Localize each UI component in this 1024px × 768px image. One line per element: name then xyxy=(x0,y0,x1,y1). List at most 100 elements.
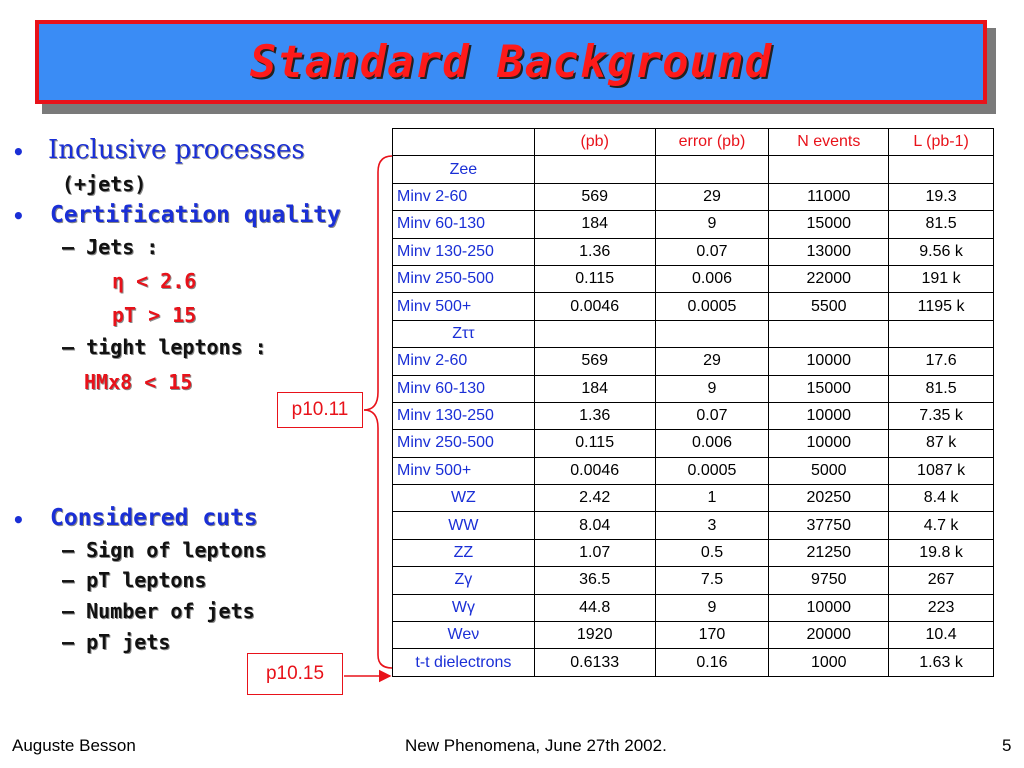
row-label: Minv 2-60 xyxy=(392,347,535,376)
table-cell: 10000 xyxy=(768,401,890,431)
table-cell: 1000 xyxy=(768,648,890,677)
cut-item: – Number of jets xyxy=(62,599,255,623)
table-cell: 4.7 k xyxy=(888,511,994,540)
table-cell: 1920 xyxy=(533,621,656,650)
row-label: Minv 250-500 xyxy=(392,429,535,458)
table-cell: 29 xyxy=(654,182,770,212)
row-label: Minv 60-130 xyxy=(392,210,535,239)
table-row: Minv 130-250 1.36 0.07 13000 9.56 k xyxy=(392,237,994,266)
table-cell: 0.0046 xyxy=(533,292,656,321)
table-cell: 1.36 xyxy=(533,401,656,431)
table-cell: 2.42 xyxy=(533,484,656,513)
table-cell: 1087 k xyxy=(888,456,994,486)
table-cell: 9 xyxy=(654,210,770,239)
table-cell: 0.16 xyxy=(654,648,770,677)
cut-item: – Sign of leptons xyxy=(62,538,267,562)
cut-pt: pT > 15 xyxy=(112,303,197,327)
table-row: Minv 60-130 184 9 15000 81.5 xyxy=(392,374,994,403)
table-cell: 267 xyxy=(888,566,994,595)
table-cell: 0.115 xyxy=(533,264,656,294)
table-cell: 184 xyxy=(533,374,656,403)
table-row: Minv 2-60 569 29 11000 19.3 xyxy=(392,182,994,212)
table-row: ZZ 1.07 0.5 21250 19.8 k xyxy=(392,538,994,568)
table-cell: 9 xyxy=(654,593,770,623)
row-label: Minv 60-130 xyxy=(392,374,535,403)
table-row: Zττ xyxy=(392,319,994,349)
table-row: Minv 500+ 0.0046 0.0005 5500 1195 k xyxy=(392,292,994,321)
table-cell: 5500 xyxy=(768,292,890,321)
footer-event: New Phenomena, June 27th 2002. xyxy=(405,736,667,755)
table-cell: 19.3 xyxy=(888,182,994,212)
table-cell xyxy=(533,319,656,349)
table-cell: 0.5 xyxy=(654,538,770,568)
table-row: Minv 250-500 0.115 0.006 10000 87 k xyxy=(392,429,994,458)
row-label: Minv 500+ xyxy=(392,456,535,486)
table-cell: 15000 xyxy=(768,374,890,403)
title-banner: Standard Background xyxy=(35,20,987,104)
table-cell: 184 xyxy=(533,210,656,239)
table-cell: 29 xyxy=(654,347,770,376)
table-cell: 9750 xyxy=(768,566,890,595)
row-label: WW xyxy=(392,511,535,540)
table-cell: 19.8 k xyxy=(888,538,994,568)
bullet-certification: Certification quality xyxy=(50,202,341,228)
cut-item: – pT jets xyxy=(62,630,171,654)
table-cell: 1.63 k xyxy=(888,648,994,677)
bullet-inclusive: Inclusive processes xyxy=(48,135,305,165)
table-cell: 1195 k xyxy=(888,292,994,321)
table-row: Minv 500+ 0.0046 0.0005 5000 1087 k xyxy=(392,456,994,486)
table-cell: 17.6 xyxy=(888,347,994,376)
cut-item: – pT leptons xyxy=(62,568,207,592)
table-body: Zee Minv 2-60 569 29 11000 19.3 Minv 60-130 184… xyxy=(392,155,994,677)
table-cell: 1.36 xyxy=(533,237,656,266)
table-cell: 7.35 k xyxy=(888,401,994,431)
row-label: t-t dielectrons xyxy=(392,648,535,677)
row-label: Minv 250-500 xyxy=(392,264,535,294)
table-cell: 191 k xyxy=(888,264,994,294)
row-label: Zγ xyxy=(392,566,535,595)
table-header-row: (pb) error (pb) N events L (pb-1) xyxy=(392,127,994,157)
table-cell: 0.006 xyxy=(654,429,770,458)
table-cell xyxy=(768,319,890,349)
footer-author: Auguste Besson xyxy=(12,736,136,755)
table-cell: 0.6133 xyxy=(533,648,656,677)
bullet-inclusive-sub: (+jets) xyxy=(62,172,147,196)
table-row: Minv 250-500 0.115 0.006 22000 191 k xyxy=(392,264,994,294)
table-cell: 10.4 xyxy=(888,621,994,650)
table-cell: 10000 xyxy=(768,347,890,376)
row-label: Zττ xyxy=(392,319,535,349)
table-cell: 44.8 xyxy=(533,593,656,623)
bullet-dot: • xyxy=(12,508,25,532)
table-cell: 20000 xyxy=(768,621,890,650)
table-cell: 0.0005 xyxy=(654,292,770,321)
table-header: L (pb-1) xyxy=(888,127,994,157)
row-label: Minv 500+ xyxy=(392,292,535,321)
table-row: Minv 130-250 1.36 0.07 10000 7.35 k xyxy=(392,401,994,431)
table-cell: 3 xyxy=(654,511,770,540)
table-cell: 8.04 xyxy=(533,511,656,540)
table-cell: 223 xyxy=(888,593,994,623)
table-cell xyxy=(888,155,994,184)
table-cell: 1.07 xyxy=(533,538,656,568)
bullet-list: • Inclusive processes (+jets) • Certific… xyxy=(0,0,360,700)
bullet-dot: • xyxy=(12,204,25,228)
table-cell xyxy=(533,155,656,184)
table-cell xyxy=(654,155,770,184)
cut-hmx: HMx8 < 15 xyxy=(84,370,193,394)
footer-page-number: 5 xyxy=(1002,736,1012,755)
table-cell: 87 k xyxy=(888,429,994,458)
table-cell: 0.0005 xyxy=(654,456,770,486)
table-cell: 7.5 xyxy=(654,566,770,595)
bracket-line xyxy=(363,155,393,411)
table-cell: 36.5 xyxy=(533,566,656,595)
row-label: Minv 130-250 xyxy=(392,237,535,266)
table-cell: 13000 xyxy=(768,237,890,266)
bullet-jets: – Jets : xyxy=(62,235,159,259)
table-row: WZ 2.42 1 20250 8.4 k xyxy=(392,484,994,513)
table-row: Weν 1920 170 20000 10.4 xyxy=(392,621,994,650)
table-cell: 569 xyxy=(533,347,656,376)
table-header: (pb) xyxy=(533,127,656,157)
table-cell: 0.07 xyxy=(654,237,770,266)
table-cell: 9 xyxy=(654,374,770,403)
table-cell: 0.006 xyxy=(654,264,770,294)
